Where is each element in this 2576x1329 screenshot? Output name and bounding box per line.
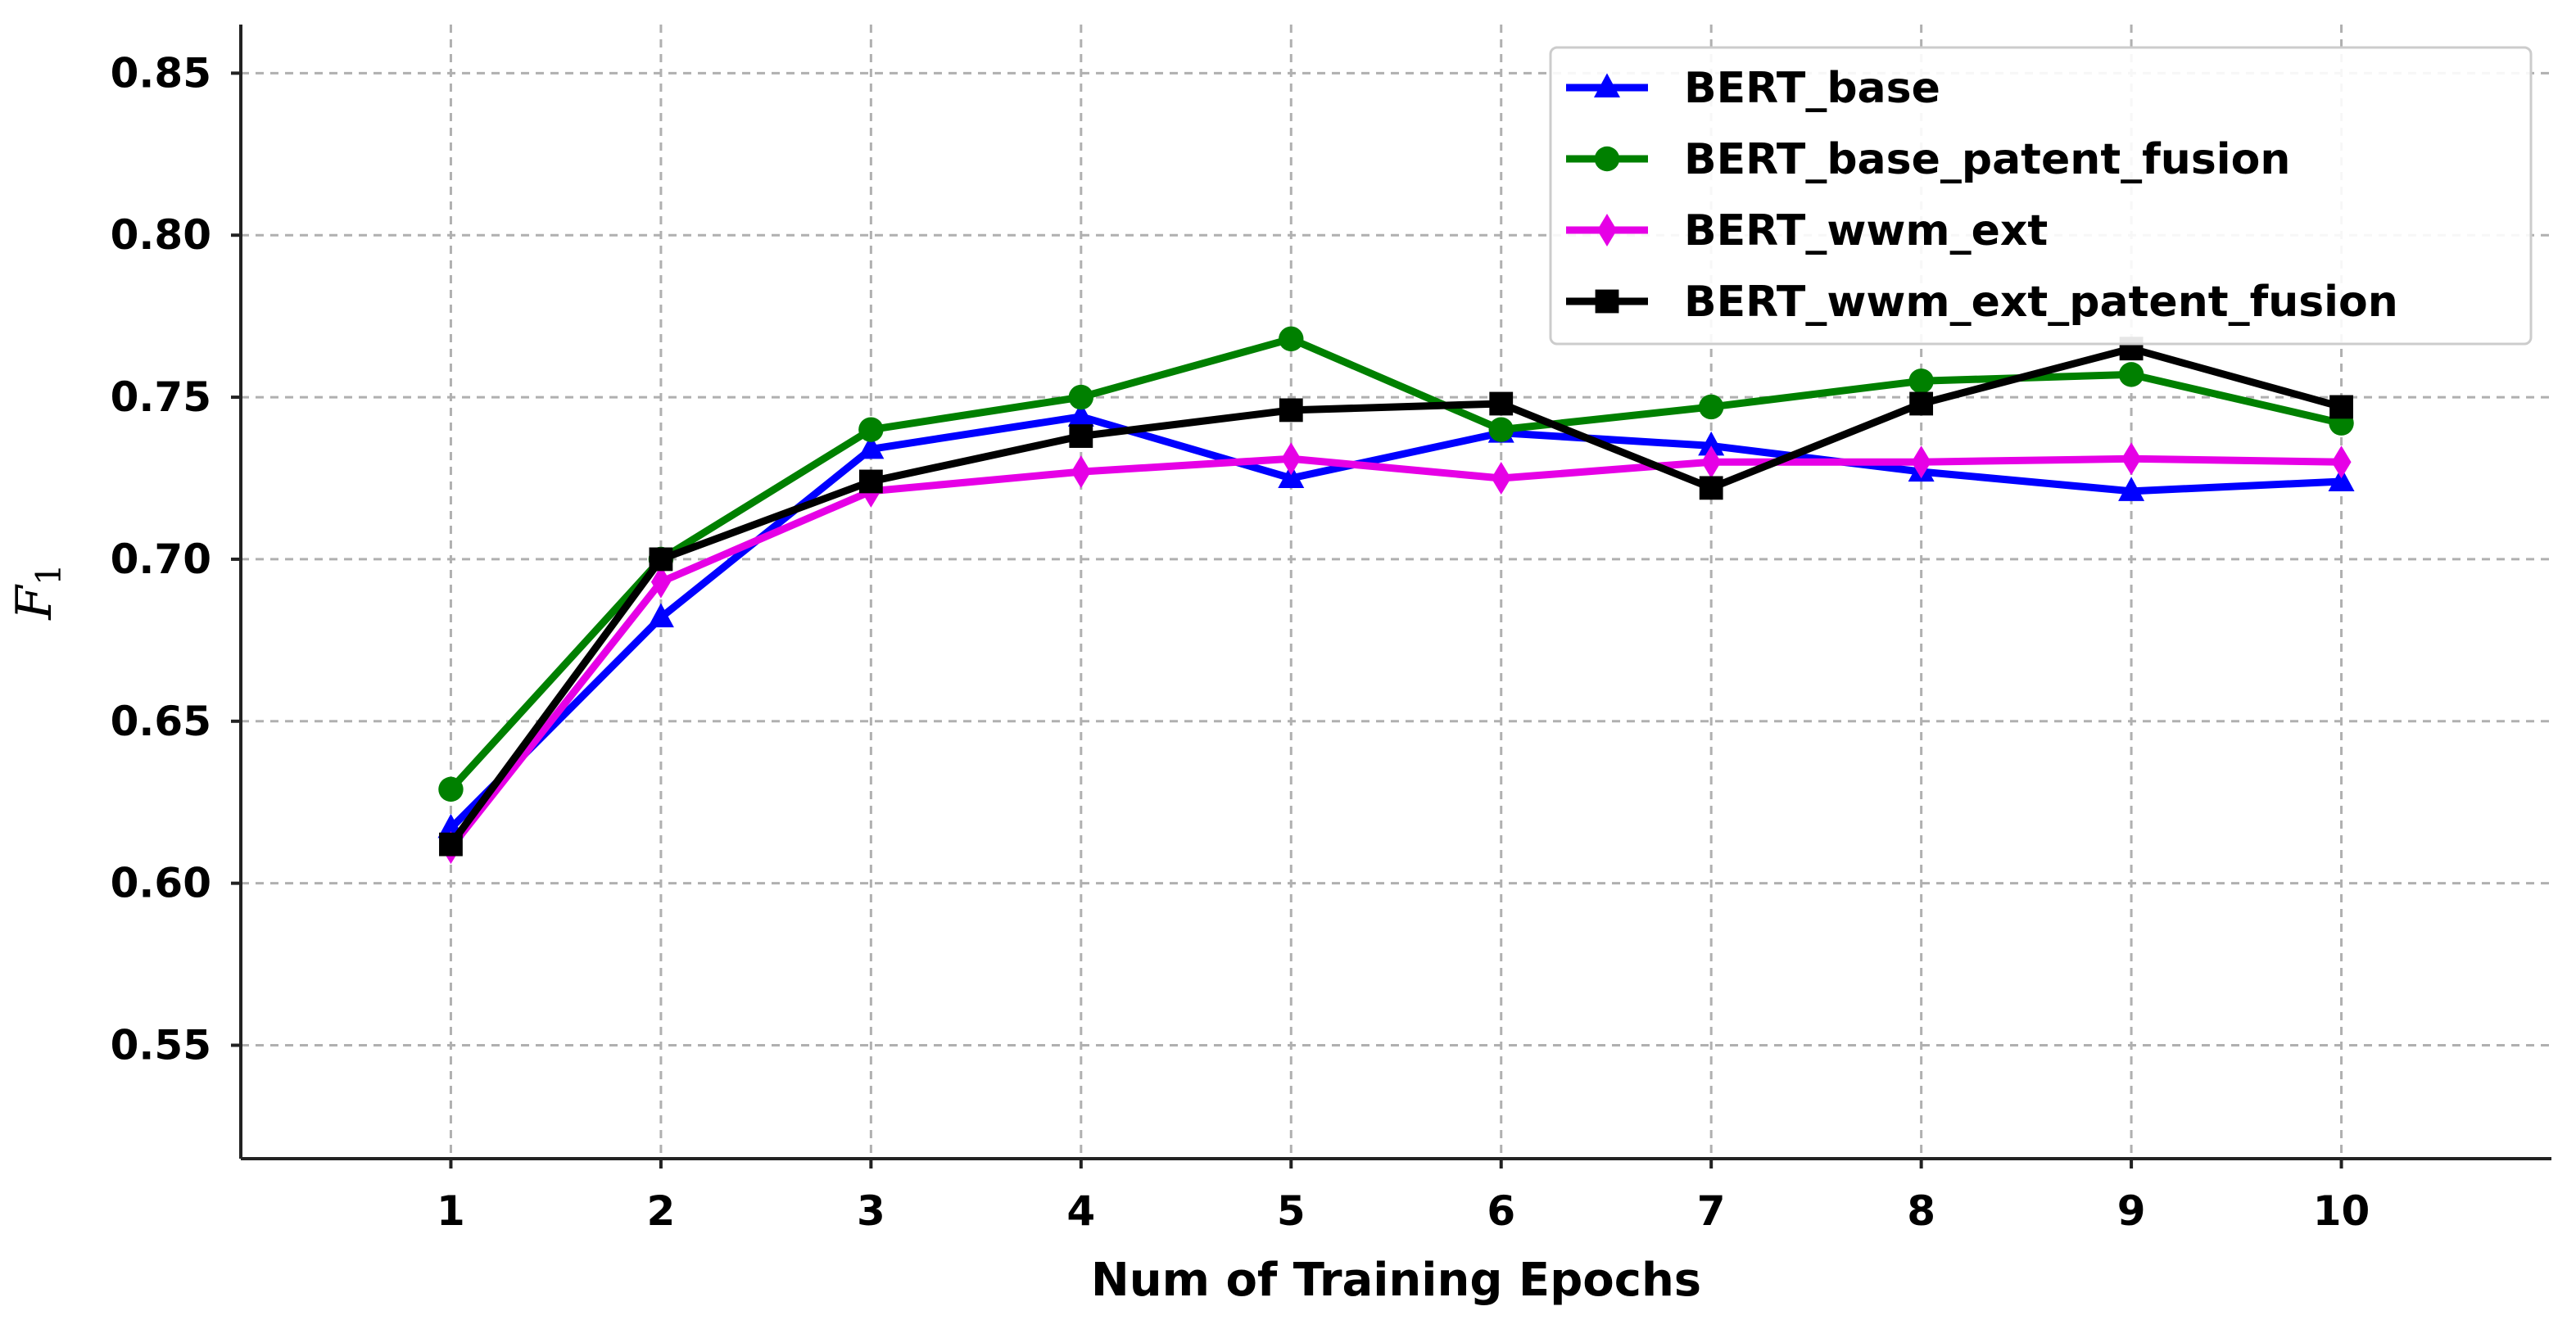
data-point-triangle xyxy=(858,434,885,459)
legend-marker-circle xyxy=(1594,146,1620,172)
legend-box xyxy=(1549,46,2533,346)
x-axis-ticks: 1 2 3 4 5 6 7 8 9 10 xyxy=(437,1159,2370,1235)
legend-label: BERT_base xyxy=(1684,64,1940,113)
series-line xyxy=(448,413,2342,831)
y-axis-title-main: F xyxy=(6,584,63,621)
y-axis-title-subscript: 1 xyxy=(29,563,69,585)
data-point-triangle xyxy=(2118,477,2145,501)
data-point-circle xyxy=(1488,417,1514,442)
data-point-triangle xyxy=(1067,402,1094,427)
y-tick-label: 0.60 xyxy=(111,860,211,907)
y-tick-label: 0.85 xyxy=(111,49,211,97)
legend-item: BERT_wwm_ext_patent_fusion xyxy=(1566,278,2398,327)
data-point-circle xyxy=(1068,384,1094,410)
y-axis-ticks: 0.55 0.60 0.65 0.70 0.75 0.80 0.85 xyxy=(111,49,241,1069)
legend-item: BERT_wwm_ext xyxy=(1566,206,2048,255)
x-tick-label: 2 xyxy=(647,1187,676,1235)
series-line xyxy=(447,345,2343,847)
data-point-circle xyxy=(1698,394,1724,420)
data-point-square xyxy=(1489,391,1514,416)
data-point-circle xyxy=(858,417,884,442)
data-point-square xyxy=(858,469,883,494)
data-point-circle xyxy=(438,776,464,802)
x-tick-label: 8 xyxy=(1907,1187,1935,1235)
data-point-diamond xyxy=(650,565,671,599)
data-point-square xyxy=(439,832,463,857)
x-tick-label: 9 xyxy=(2117,1187,2146,1235)
y-tick-label: 0.65 xyxy=(111,698,211,745)
y-tick-label: 0.80 xyxy=(111,211,211,259)
axes xyxy=(239,25,2551,1160)
x-tick-label: 4 xyxy=(1066,1187,1095,1235)
data-point-circle xyxy=(1908,368,1934,394)
data-point-diamond xyxy=(1281,442,1302,476)
data-point-diamond xyxy=(2331,445,2352,479)
legend: BERT_base BERT_base_patent_fusion BERT_wwm… xyxy=(1549,46,2533,346)
data-point-square xyxy=(2329,395,2353,419)
x-tick-label: 10 xyxy=(2313,1187,2370,1235)
data-point-square xyxy=(1069,424,1093,448)
data-point-triangle xyxy=(647,603,674,628)
legend-marker-square xyxy=(1595,289,1619,314)
data-point-square xyxy=(1699,476,1723,500)
y-tick-label: 0.55 xyxy=(111,1022,211,1069)
data-point-triangle xyxy=(2328,467,2355,491)
y-tick-label: 0.70 xyxy=(111,536,211,583)
y-axis-title: F1 xyxy=(6,563,69,620)
data-point-diamond xyxy=(1911,445,1931,479)
data-point-square xyxy=(1909,391,1934,416)
data-point-triangle xyxy=(1698,431,1725,456)
x-tick-label: 1 xyxy=(437,1187,465,1235)
data-point-diamond xyxy=(1071,455,1091,489)
legend-item: BERT_base_patent_fusion xyxy=(1566,135,2290,184)
x-tick-label: 5 xyxy=(1277,1187,1306,1235)
legend-label: BERT_wwm_ext xyxy=(1684,206,2048,255)
data-point-circle xyxy=(1279,326,1304,352)
x-tick-label: 7 xyxy=(1697,1187,1726,1235)
legend-marker-triangle xyxy=(1594,73,1620,97)
series-lines xyxy=(437,326,2355,865)
data-point-square xyxy=(649,547,673,572)
data-point-diamond xyxy=(2121,442,2142,476)
x-tick-label: 3 xyxy=(857,1187,885,1235)
series-BERT_wwm_ext xyxy=(441,442,2352,865)
data-point-diamond xyxy=(1701,445,1722,479)
svg-text:F1: F1 xyxy=(6,563,69,620)
data-point-square xyxy=(1279,398,1303,423)
data-point-diamond xyxy=(1491,462,1511,495)
legend-label: BERT_wwm_ext_patent_fusion xyxy=(1684,278,2398,327)
legend-item: BERT_base xyxy=(1566,64,1940,113)
legend-label: BERT_base_patent_fusion xyxy=(1684,135,2290,184)
data-point-triangle xyxy=(1278,463,1305,488)
x-tick-label: 6 xyxy=(1487,1187,1515,1235)
series-BERT_wwm_ext_patent_fusion xyxy=(439,337,2353,857)
y-tick-label: 0.75 xyxy=(111,373,211,421)
data-point-circle xyxy=(2118,362,2144,387)
x-axis-title: Num of Training Epochs xyxy=(1091,1254,1701,1307)
legend-marker-diamond xyxy=(1597,214,1617,246)
series-line xyxy=(447,454,2342,850)
